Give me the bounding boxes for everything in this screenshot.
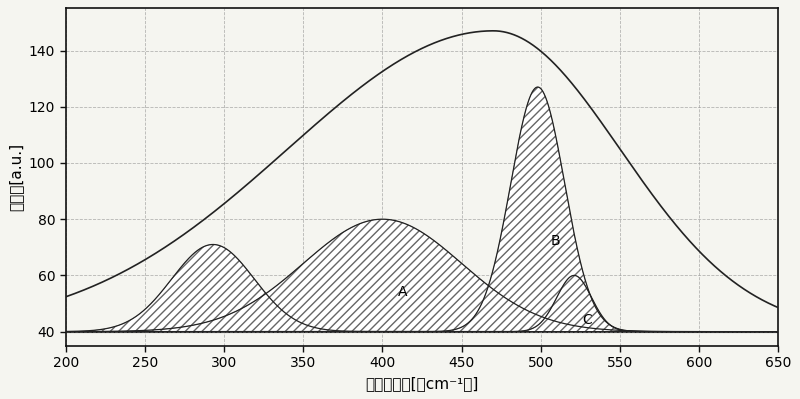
X-axis label: 拉曼位移　[　cm⁻¹　]: 拉曼位移 [ cm⁻¹ ] [366,376,478,391]
Text: B: B [550,234,560,248]
Y-axis label: 強度　[a.u.]: 強度 [a.u.] [8,143,23,211]
Text: C: C [582,313,592,328]
Text: A: A [398,285,408,299]
